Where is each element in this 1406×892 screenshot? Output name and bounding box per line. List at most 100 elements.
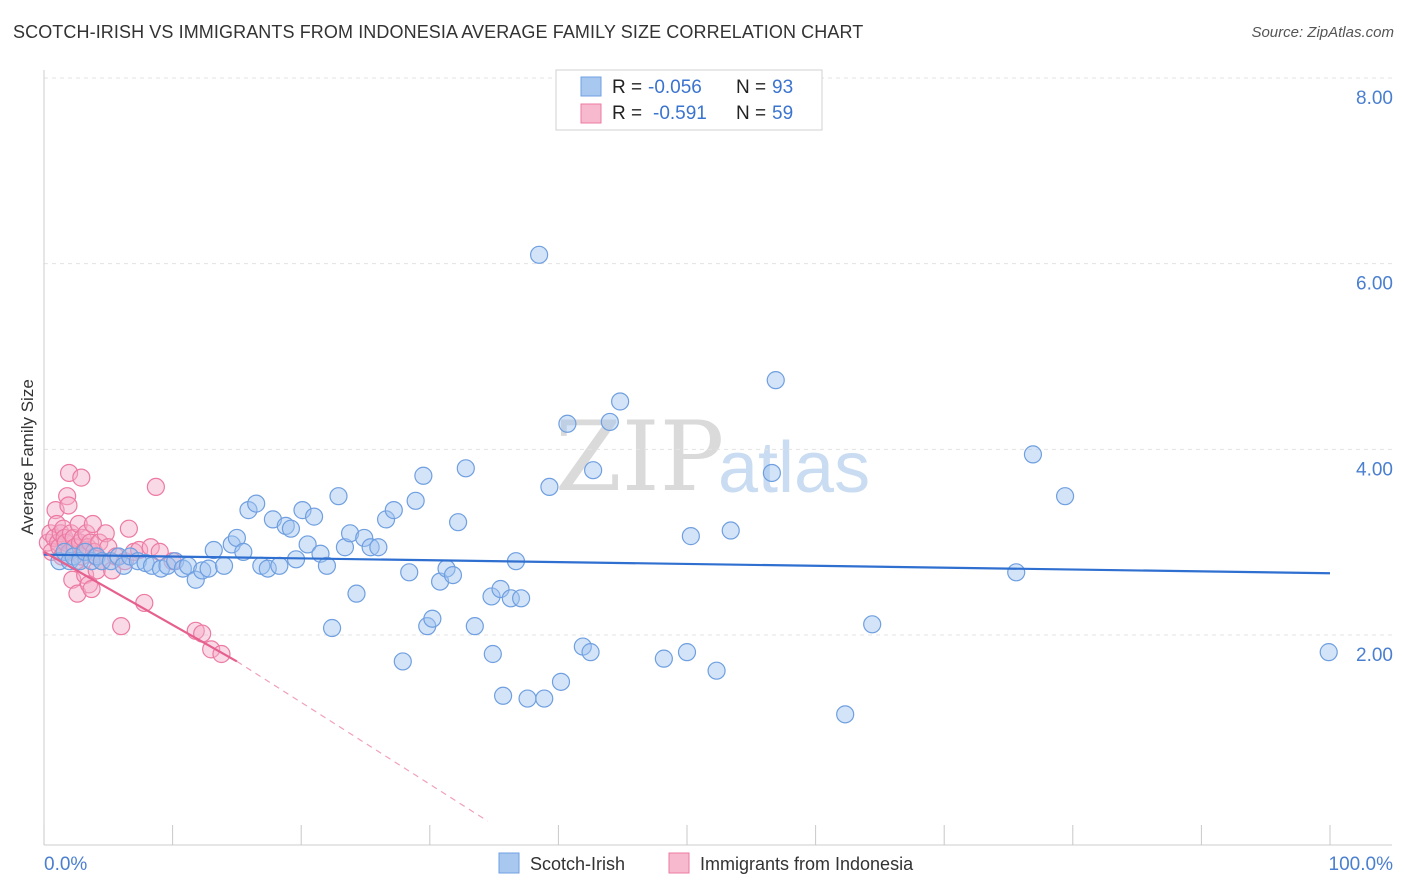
scotch-irish-point-77 xyxy=(558,414,577,433)
indonesia-point-37 xyxy=(90,533,109,552)
indonesia-trendline xyxy=(43,550,238,663)
scotch-irish-point-40 xyxy=(304,507,324,526)
scotch-irish-point-1 xyxy=(55,542,74,561)
scotch-irish-point-25 xyxy=(214,556,234,575)
scotch-irish-point-51 xyxy=(376,510,396,529)
y-tick-label-6.00: 6.00 xyxy=(1356,274,1393,295)
scotch-irish-point-53 xyxy=(393,652,412,671)
y-tick-label-4.00: 4.00 xyxy=(1356,459,1393,480)
scotch-irish-point-67 xyxy=(491,579,510,599)
scotch-irish-point-73 xyxy=(530,245,549,264)
scotch-irish-point-68 xyxy=(494,686,513,705)
indonesia-point-14 xyxy=(59,496,78,515)
scotch-irish-point-64 xyxy=(465,617,484,636)
series-swatch-scotch-irish xyxy=(498,852,520,874)
scotch-irish-point-23 xyxy=(199,559,218,578)
scotch-irish-point-95 xyxy=(1319,643,1338,662)
scotch-irish-point-61 xyxy=(443,565,463,585)
series-swatch-indonesia xyxy=(668,852,690,874)
legend-n-label-2: N = xyxy=(736,103,766,124)
source-credit: Source: ZipAtlas.com xyxy=(1251,24,1394,41)
scotch-irish-point-52 xyxy=(384,501,403,520)
scotch-irish-point-81 xyxy=(600,412,619,432)
scotch-irish-point-90 xyxy=(836,705,855,724)
scotch-irish-point-47 xyxy=(347,584,366,603)
scotch-irish-point-22 xyxy=(193,561,212,580)
scotch-irish-point-35 xyxy=(276,516,295,535)
legend-n-value-1: 93 xyxy=(772,77,793,98)
watermark-atlas: atlas xyxy=(718,428,870,508)
scotch-irish-point-45 xyxy=(335,538,355,557)
indonesia-point-50 xyxy=(146,477,165,496)
scotch-irish-point-91 xyxy=(863,615,882,634)
axes xyxy=(43,70,1392,846)
series-label-scotch-irish: Scotch-Irish xyxy=(530,854,625,874)
scotch-irish-point-74 xyxy=(535,689,554,708)
scotch-irish-point-71 xyxy=(512,589,531,608)
legend-r-label-1: R = xyxy=(612,77,642,98)
legend-r-label-2: R = xyxy=(612,103,642,124)
scotch-irish-point-75 xyxy=(540,477,559,496)
scotch-irish-point-79 xyxy=(581,643,600,662)
correlation-legend: R = -0.056 N = 93 R = -0.591 N = 59 xyxy=(555,69,823,131)
series-legend: Scotch-Irish Immigrants from Indonesia xyxy=(498,852,914,874)
scotch-irish-point-21 xyxy=(186,570,205,589)
indonesia-point-33 xyxy=(83,514,102,534)
scotch-irish-point-62 xyxy=(448,513,468,532)
scotch-irish-point-63 xyxy=(456,459,475,478)
series-label-indonesia: Immigrants from Indonesia xyxy=(700,854,914,874)
scotch-irish-point-76 xyxy=(551,672,571,691)
x-tick-labels: 0.0% 100.0% xyxy=(44,854,1393,875)
scotch-irish-point-69 xyxy=(501,589,520,608)
scotch-irish-point-19 xyxy=(173,559,192,578)
scotch-irish-point-56 xyxy=(414,466,433,485)
indonesia-trendline-extension xyxy=(236,660,488,822)
indonesia-point-45 xyxy=(119,519,138,538)
scotch-irish-point-83 xyxy=(654,649,673,668)
scotch-irish-point-24 xyxy=(204,540,223,560)
scotch-irish-point-82 xyxy=(611,392,630,411)
scotch-irish-point-36 xyxy=(281,519,301,538)
indonesia-point-43 xyxy=(112,617,131,636)
y-tick-label-2.00: 2.00 xyxy=(1356,645,1393,666)
y-axis-label: Average Family Size xyxy=(18,379,37,535)
scotch-irish-point-86 xyxy=(707,661,726,680)
legend-n-value-2: 59 xyxy=(772,103,793,124)
scotch-irish-point-72 xyxy=(518,689,537,708)
x-tick-label-min: 0.0% xyxy=(44,854,87,875)
scotch-irish-point-28 xyxy=(234,542,253,561)
scotch-irish-point-88 xyxy=(762,463,781,483)
legend-n-label-1: N = xyxy=(736,77,766,98)
watermark: ZIP atlas xyxy=(555,401,870,513)
scotch-irish-point-34 xyxy=(270,556,289,575)
scotch-irish-point-43 xyxy=(322,618,342,638)
scotch-irish-point-93 xyxy=(1023,445,1043,464)
legend-swatch-scotch-irish xyxy=(580,76,602,97)
indonesia-point-22 xyxy=(69,514,88,534)
scotch-irish-point-87 xyxy=(721,521,740,540)
scotch-irish-point-42 xyxy=(317,556,337,575)
scotch-irish-point-66 xyxy=(483,644,502,664)
scotch-irish-point-92 xyxy=(1007,563,1026,582)
scotch-irish-point-50 xyxy=(369,538,388,557)
x-tick-label-max: 100.0% xyxy=(1329,854,1394,875)
scotch-irish-point-49 xyxy=(361,538,380,557)
legend-r-value-1: -0.056 xyxy=(648,77,702,98)
scotch-irish-points xyxy=(50,245,1338,724)
indonesia-point-36 xyxy=(87,561,106,580)
scotch-irish-point-32 xyxy=(258,559,277,578)
scotch-irish-point-54 xyxy=(400,563,419,582)
y-tick-label-8.00: 8.00 xyxy=(1356,88,1393,109)
scotch-irish-point-39 xyxy=(298,535,317,554)
legend-swatch-indonesia xyxy=(580,103,602,124)
scotch-irish-point-11 xyxy=(114,556,133,575)
scotch-irish-point-44 xyxy=(329,487,348,506)
scotch-irish-point-46 xyxy=(340,524,360,543)
scotch-irish-point-38 xyxy=(293,501,312,520)
chart-title: SCOTCH-IRISH VS IMMIGRANTS FROM INDONESI… xyxy=(13,22,864,42)
indonesia-point-13 xyxy=(58,487,77,506)
trendlines xyxy=(43,550,1331,822)
y-tick-labels: 2.00 4.00 6.00 8.00 xyxy=(1356,88,1393,666)
watermark-zip: ZIP xyxy=(555,401,724,513)
indonesia-point-39 xyxy=(96,524,115,543)
